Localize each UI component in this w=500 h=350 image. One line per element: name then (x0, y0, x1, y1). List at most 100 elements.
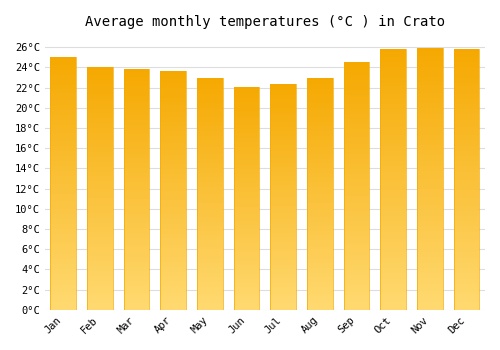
Bar (197, 198, 223, 201)
Bar (307, 163, 333, 166)
Bar (270, 253, 296, 256)
Bar (87, 106, 112, 108)
Bar (160, 148, 186, 150)
Bar (380, 297, 406, 299)
Bar (380, 102, 406, 104)
Bar (380, 219, 406, 221)
Bar (307, 159, 333, 161)
Bar (234, 91, 260, 93)
Bar (87, 242, 112, 244)
Bar (87, 160, 112, 162)
Bar (124, 182, 150, 185)
Bar (344, 147, 370, 149)
Bar (160, 124, 186, 126)
Bar (124, 259, 150, 262)
Bar (454, 93, 479, 96)
Bar (50, 153, 76, 156)
Bar (50, 214, 76, 216)
Bar (417, 72, 443, 75)
Bar (454, 229, 479, 232)
Bar (344, 156, 370, 159)
Bar (344, 186, 370, 189)
Bar (160, 231, 186, 233)
Bar (160, 76, 186, 79)
Bar (417, 82, 443, 85)
Bar (124, 175, 150, 177)
Bar (50, 191, 76, 194)
Bar (307, 205, 333, 208)
Bar (87, 72, 112, 75)
Bar (197, 201, 223, 203)
Bar (50, 103, 76, 105)
Bar (124, 69, 150, 310)
Bar (380, 205, 406, 208)
Bar (87, 198, 112, 201)
Bar (50, 292, 76, 295)
Bar (344, 75, 370, 77)
Bar (87, 189, 112, 191)
Bar (197, 133, 223, 135)
Bar (197, 189, 223, 191)
Bar (454, 172, 479, 174)
Bar (87, 302, 112, 305)
Bar (197, 122, 223, 124)
Bar (234, 274, 260, 276)
Bar (270, 167, 296, 169)
Bar (50, 181, 76, 183)
Bar (270, 201, 296, 203)
Bar (87, 181, 112, 184)
Bar (417, 239, 443, 242)
Bar (344, 211, 370, 213)
Bar (87, 84, 112, 87)
Bar (307, 231, 333, 233)
Bar (160, 291, 186, 293)
Bar (270, 242, 296, 244)
Bar (160, 112, 186, 114)
Bar (417, 292, 443, 294)
Bar (124, 108, 150, 110)
Bar (160, 210, 186, 212)
Bar (307, 166, 333, 168)
Bar (417, 132, 443, 134)
Bar (307, 105, 333, 108)
Bar (454, 252, 479, 255)
Bar (160, 274, 186, 276)
Bar (87, 210, 112, 213)
Bar (307, 201, 333, 203)
Bar (270, 287, 296, 289)
Bar (417, 88, 443, 90)
Bar (417, 244, 443, 247)
Bar (50, 60, 76, 62)
Bar (344, 102, 370, 104)
Bar (344, 72, 370, 75)
Bar (160, 195, 186, 198)
Bar (454, 159, 479, 161)
Bar (87, 220, 112, 223)
Bar (234, 245, 260, 247)
Bar (270, 86, 296, 88)
Bar (417, 153, 443, 155)
Bar (160, 215, 186, 217)
Bar (380, 182, 406, 185)
Bar (307, 229, 333, 231)
Bar (454, 255, 479, 258)
Bar (234, 212, 260, 214)
Bar (234, 265, 260, 267)
Bar (124, 195, 150, 197)
Bar (417, 148, 443, 150)
Bar (454, 297, 479, 299)
Bar (234, 98, 260, 100)
Bar (417, 242, 443, 244)
Bar (87, 244, 112, 247)
Bar (344, 114, 370, 117)
Bar (307, 208, 333, 210)
Bar (344, 268, 370, 270)
Bar (160, 198, 186, 200)
Bar (270, 278, 296, 280)
Bar (417, 302, 443, 304)
Bar (124, 101, 150, 103)
Bar (234, 133, 260, 136)
Bar (270, 97, 296, 99)
Bar (380, 49, 406, 52)
Bar (417, 176, 443, 179)
